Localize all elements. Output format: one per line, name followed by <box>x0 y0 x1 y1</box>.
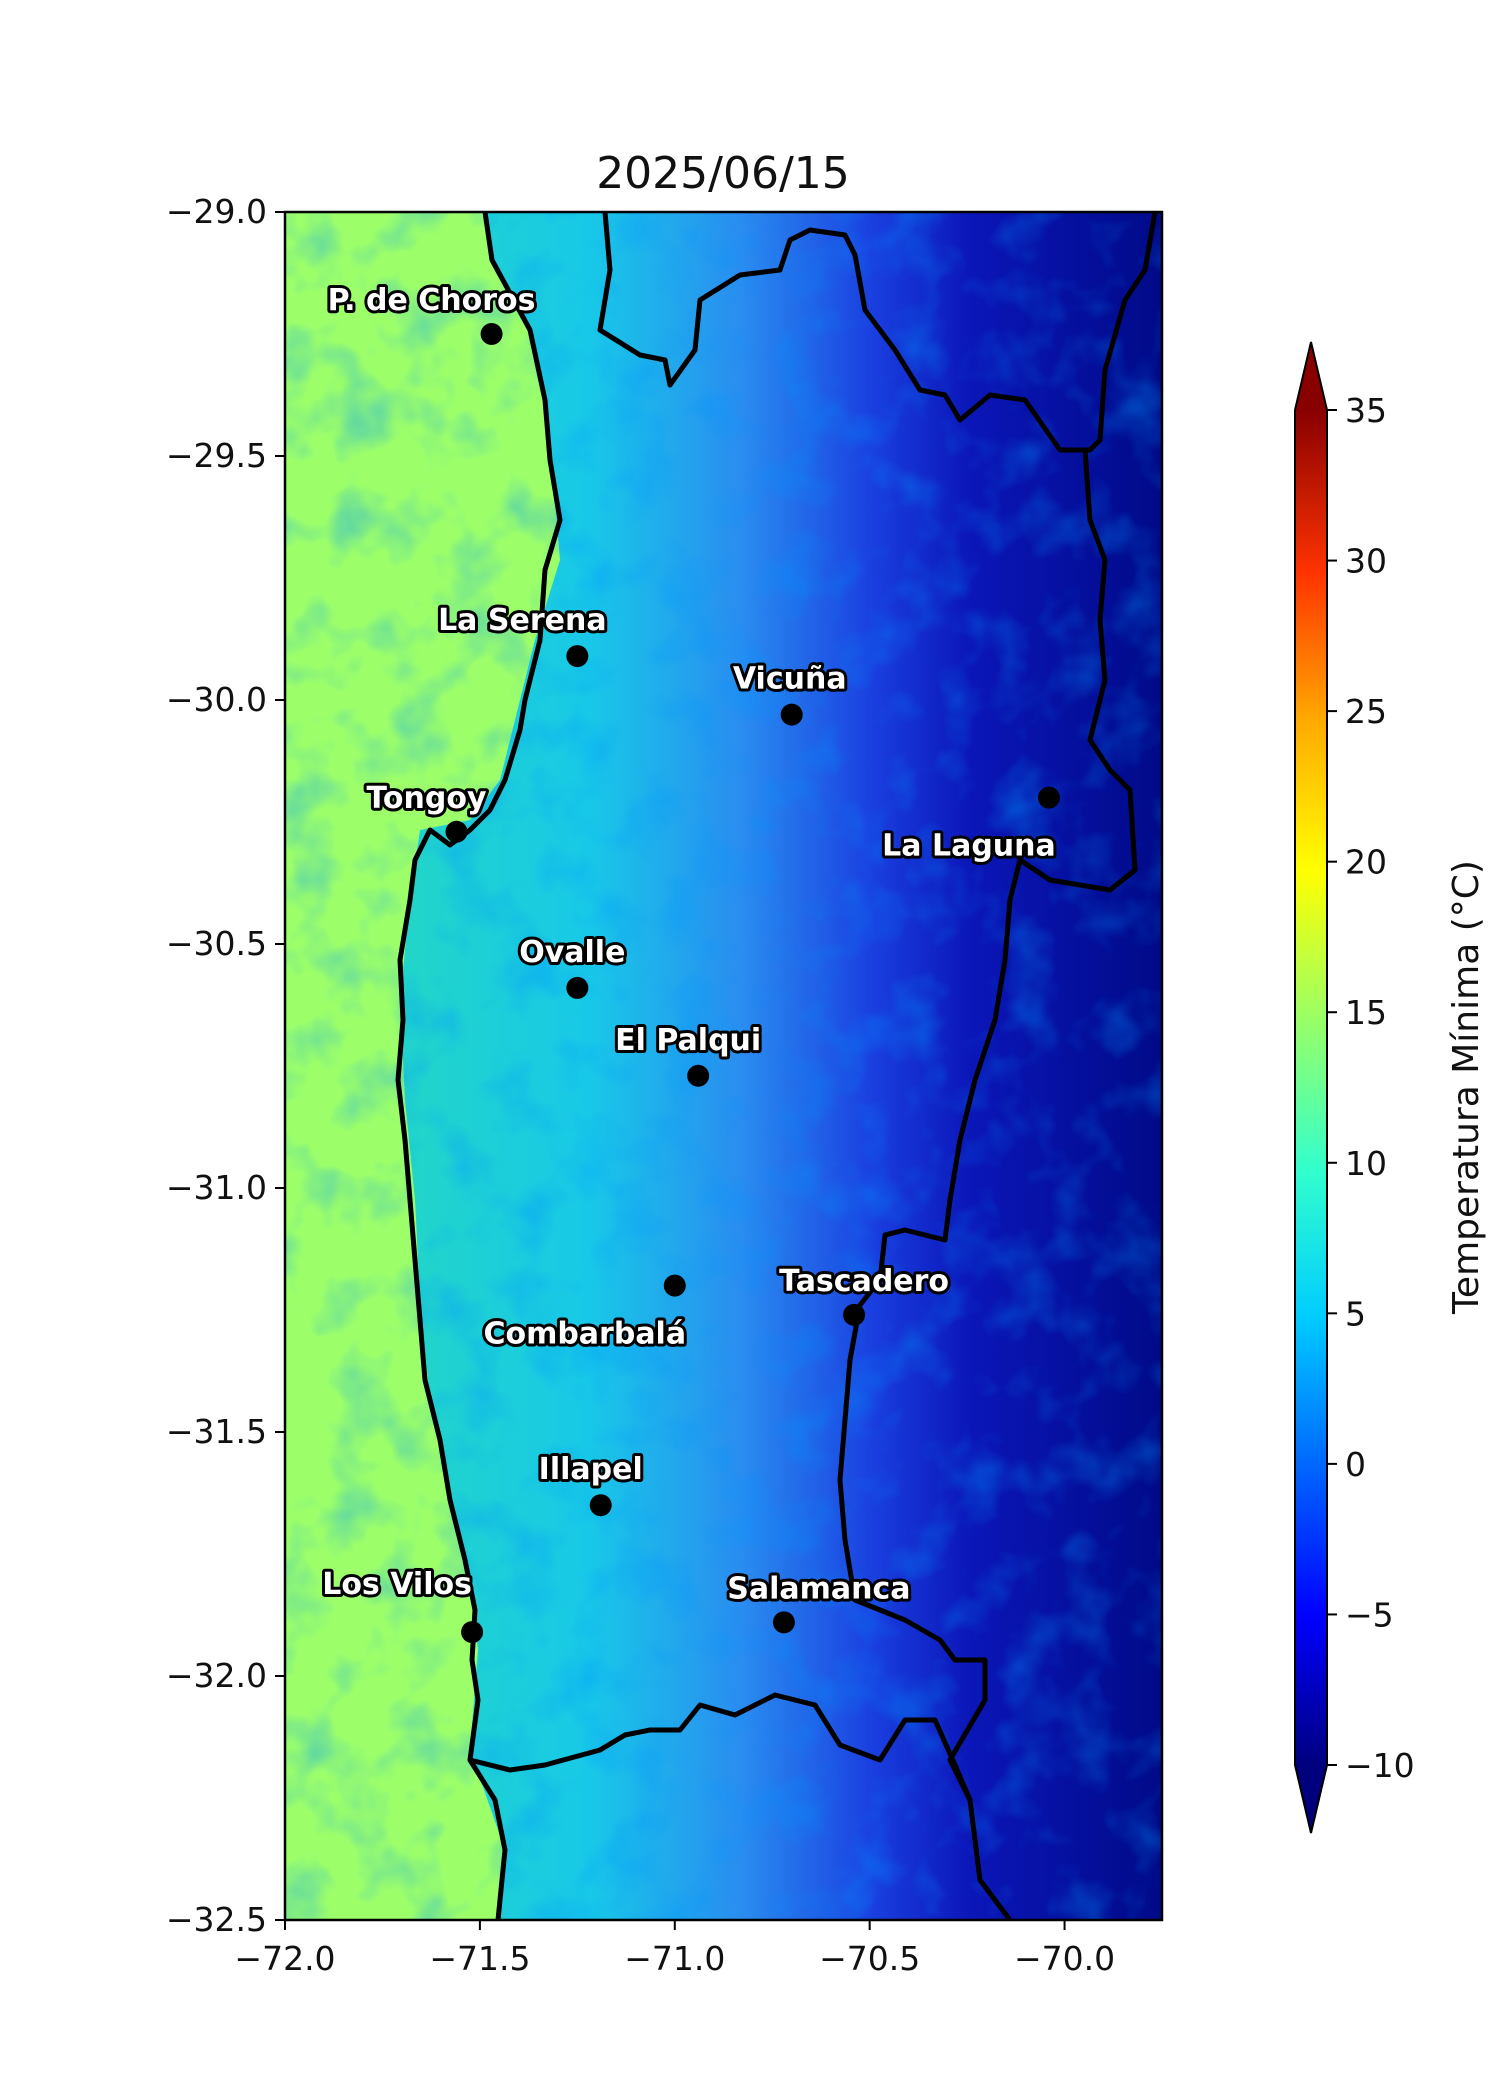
colorbar-tick-label: 5 <box>1345 1294 1366 1333</box>
region-border-north <box>597 212 1158 453</box>
station-marker <box>566 976 589 999</box>
colorbar-tick-label: 0 <box>1345 1445 1366 1484</box>
station-marker <box>445 820 468 843</box>
x-tick-label: −71.0 <box>624 1939 725 1978</box>
y-tick-label: −29.5 <box>166 436 267 475</box>
region-border-south <box>469 1692 973 1801</box>
plot-frame <box>283 210 1164 1922</box>
station-marker <box>480 323 503 345</box>
colorbar-tick-label: −10 <box>1345 1746 1415 1785</box>
colorbar-tick-label: 20 <box>1345 843 1387 882</box>
x-tick-label: −72.0 <box>234 1939 335 1978</box>
x-tick-label: −71.5 <box>429 1939 530 1978</box>
y-axis: −29.0 −29.5 −30.0 −30.5 −31.0 −31.5 −32.0 −32.5 <box>166 192 285 1939</box>
terrain-texture <box>285 212 1162 1920</box>
station-label: La Serena <box>438 603 607 638</box>
station-label: El Palqui <box>615 1023 761 1058</box>
colorbar-extend-min <box>1295 1765 1327 1833</box>
station-marker <box>461 1621 484 1644</box>
y-tick-label: −30.5 <box>166 924 267 963</box>
station-marker <box>687 1064 710 1087</box>
station-marker <box>589 1494 612 1517</box>
y-tick-label: −31.0 <box>166 1168 267 1207</box>
station-marker <box>663 1274 686 1297</box>
colorbar-tick-label: 15 <box>1345 993 1387 1032</box>
station-label: Combarbalá <box>483 1317 686 1352</box>
colorbar: 35 30 25 20 15 10 5 0 −5 −10 Temperatura Mínima (… <box>1294 341 1487 1834</box>
y-tick-label: −31.5 <box>166 1412 267 1451</box>
station-marker <box>772 1611 795 1634</box>
station-label: Ovalle <box>519 935 625 970</box>
colorbar-tick-label: 10 <box>1345 1144 1387 1183</box>
station-marker <box>1037 786 1060 809</box>
colorbar-label: Temperatura Mínima (°C) <box>1446 860 1487 1315</box>
colorbar-tick-label: 35 <box>1345 391 1387 430</box>
colorbar-extend-max <box>1295 342 1327 410</box>
x-tick-label: −70.0 <box>1014 1939 1115 1978</box>
station-label: La Laguna <box>882 829 1056 864</box>
x-axis: −72.0 −71.5 −71.0 −70.5 −70.0 <box>234 1920 1115 1978</box>
station-marker <box>780 703 803 726</box>
station-marker <box>843 1303 866 1326</box>
colorbar-tick-label: 25 <box>1345 692 1387 731</box>
y-tick-label: −29.0 <box>166 192 267 231</box>
station-label: Salamanca <box>727 1571 910 1606</box>
colorbar-ramp <box>1295 410 1327 1765</box>
y-tick-label: −30.0 <box>166 680 267 719</box>
station-marker <box>566 645 589 668</box>
station-label: Vicuña <box>733 662 847 697</box>
station-layer: P. de Choros La Serena Vicuña Tongoy La Lagu… <box>319 280 1060 1644</box>
map-title: 2025/06/15 <box>596 148 850 199</box>
station-label: Illapel <box>539 1452 643 1487</box>
international-border <box>837 449 1138 1920</box>
colorbar-ticks: 35 30 25 20 15 10 5 0 −5 −10 <box>1327 391 1415 1785</box>
station-label: Tascadero <box>779 1264 949 1299</box>
station-label: Los Vilos <box>322 1567 472 1602</box>
temperature-field <box>285 212 1162 1920</box>
station-label: P. de Choros <box>328 283 536 318</box>
station-label: Tongoy <box>366 781 487 816</box>
y-tick-label: −32.5 <box>166 1900 267 1939</box>
x-tick-label: −70.5 <box>819 1939 920 1978</box>
colorbar-tick-label: 30 <box>1345 542 1387 581</box>
colorbar-tick-label: −5 <box>1345 1595 1394 1634</box>
y-tick-label: −32.0 <box>166 1656 267 1695</box>
